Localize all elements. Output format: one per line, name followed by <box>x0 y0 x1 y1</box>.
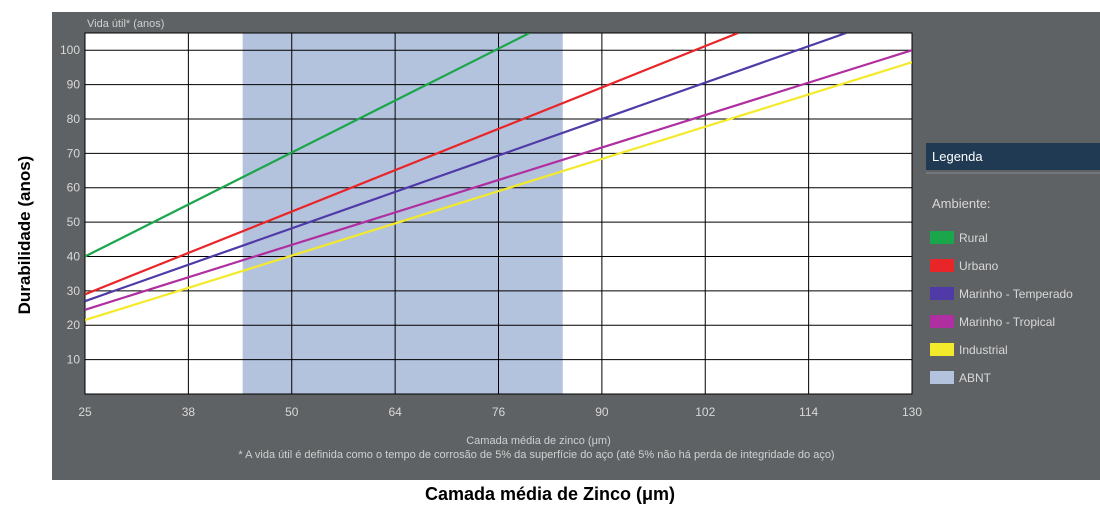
outer-y-axis-label-text: Durabilidade (anos) <box>15 156 34 315</box>
series-line-rural <box>85 33 531 258</box>
plot-border <box>84 32 913 395</box>
legend-swatch <box>930 287 954 300</box>
legend-subtitle: Ambiente: <box>932 196 991 211</box>
x-tick-label: 130 <box>902 405 922 419</box>
outer-y-axis-label: Durabilidade (anos) <box>15 156 34 315</box>
chart-panel: 10 20 30 40 50 60 70 80 90 100 25 38 50 64 76 90 102 114 1… <box>52 12 1100 480</box>
legend-swatch <box>930 315 954 328</box>
y-tick-label: 30 <box>67 284 81 298</box>
outer-x-axis-label: Camada média de Zinco (μm) <box>424 484 676 504</box>
legend-item-label: ABNT <box>959 371 992 385</box>
y-tick-label: 70 <box>67 146 81 160</box>
chart-svg: 10 20 30 40 50 60 70 80 90 100 25 38 50 64 76 90 102 114 1… <box>60 18 1100 461</box>
x-tick-label: 38 <box>182 405 196 419</box>
x-axis-title: Camada média de zinco (μm) <box>466 435 611 447</box>
x-tick-label: 102 <box>695 405 715 419</box>
series-line-urbano <box>85 33 739 296</box>
y-tick-label: 20 <box>67 318 81 332</box>
legend-item-label: Marinho - Tropical <box>959 315 1055 329</box>
legend-item-label: Industrial <box>959 343 1008 357</box>
series-line-industrial <box>85 61 912 322</box>
legend-swatch <box>930 231 954 244</box>
y-tick-label: 100 <box>60 43 80 57</box>
y-tick-label: 90 <box>67 78 81 92</box>
legend-item-label: Marinho - Temperado <box>959 287 1073 301</box>
x-tick-label: 114 <box>799 405 818 419</box>
legend-swatch <box>930 343 954 356</box>
y-tick-label: 40 <box>67 249 81 263</box>
footnote: * A vida útil é definida como o tempo de… <box>238 449 834 461</box>
legend-item-label: Urbano <box>959 259 999 273</box>
series-line-marinho-temperado <box>85 33 847 303</box>
y-tick-label: 80 <box>67 112 81 126</box>
legend-item-label: Rural <box>959 231 988 245</box>
y-tick-label: 60 <box>67 181 81 195</box>
legend-title: Legenda <box>932 149 983 164</box>
y-tick-label: 50 <box>67 215 81 229</box>
legend-swatch <box>930 371 954 384</box>
x-tick-label: 25 <box>78 405 92 419</box>
abnt-band <box>242 33 563 394</box>
legend-swatch <box>930 259 954 272</box>
legend-header-bar <box>926 143 1100 170</box>
x-tick-label: 76 <box>492 405 506 419</box>
x-tick-label: 64 <box>388 405 402 419</box>
x-tick-label: 50 <box>285 405 299 419</box>
x-tick-label: 90 <box>595 405 609 419</box>
y-tick-label: 10 <box>67 353 81 367</box>
y-axis-title: Vida útil* (anos) <box>87 18 164 30</box>
series-line-marinho-tropical <box>85 49 912 311</box>
